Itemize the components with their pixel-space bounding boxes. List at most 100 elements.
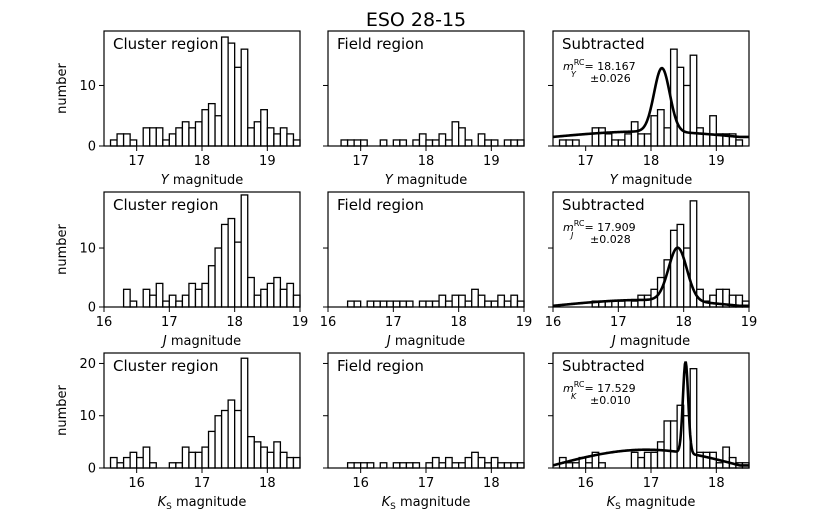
histogram-bar: [709, 115, 717, 147]
histogram-bar: [366, 300, 375, 308]
histogram-bar: [637, 133, 646, 147]
histogram-bar: [438, 462, 447, 469]
panel-r1-c0: 16 17 18 19 0 10 J magnitude number Cluster regi…: [55, 191, 309, 349]
x-tick-label: 18: [708, 476, 725, 491]
histogram-bar: [273, 133, 282, 147]
histogram-bar: [247, 435, 255, 469]
histogram-bar: [598, 127, 606, 147]
x-tick-label: 19: [292, 315, 309, 330]
histogram-bar: [129, 451, 138, 469]
y-tick-label: 20: [79, 357, 96, 372]
histogram-bar: [234, 241, 242, 308]
histogram-bar: [353, 300, 362, 308]
histogram-bar: [379, 139, 388, 147]
histogram-bar: [260, 446, 268, 469]
histogram-bar: [234, 66, 242, 147]
histogram-bar: [129, 300, 138, 308]
rc-band-sub: J: [569, 231, 574, 240]
histogram-bar: [227, 217, 236, 308]
histogram-bar: [451, 121, 460, 147]
x-axis-label: J magnitude: [609, 334, 690, 349]
x-tick-label: 17: [610, 315, 627, 330]
histogram-bar: [630, 451, 639, 469]
histogram-bar: [425, 462, 434, 469]
histogram-bar: [412, 462, 421, 469]
rc-error: ±0.010: [590, 394, 631, 407]
histogram-bar: [510, 294, 519, 308]
x-tick-label: 18: [675, 315, 692, 330]
histogram-bar: [451, 294, 460, 308]
figure-title: ESO 28-15: [366, 9, 466, 31]
histogram-bar: [451, 462, 460, 469]
x-tick-label: 18: [643, 154, 660, 169]
histogram-bar: [412, 139, 421, 147]
histogram-bar: [194, 121, 203, 147]
panel-label: Subtracted: [562, 196, 645, 214]
histogram-bar: [425, 300, 434, 308]
histogram-bar: [503, 462, 512, 469]
x-tick-label: 18: [450, 315, 467, 330]
histogram-bar: [346, 300, 355, 308]
histogram-bar: [643, 133, 652, 147]
x-tick-label: 19: [259, 154, 276, 169]
histogram-bar: [188, 282, 197, 308]
histogram-bar: [735, 139, 744, 147]
panel-label: Subtracted: [562, 357, 645, 375]
fit-curve: [552, 246, 749, 308]
histogram-bar: [490, 300, 499, 308]
histogram-bar: [650, 115, 659, 147]
x-tick-label: 17: [577, 154, 594, 169]
histogram-bar: [162, 300, 170, 308]
histogram-bar: [266, 127, 275, 147]
x-tick-label: 16: [352, 476, 369, 491]
histogram-bar: [571, 139, 580, 147]
histogram-bar: [247, 127, 255, 147]
histogram-bar: [201, 446, 210, 469]
histogram-bar: [425, 139, 434, 147]
histogram-bar: [669, 420, 678, 469]
histogram-bar: [286, 456, 295, 469]
histogram-bar: [484, 139, 492, 147]
histogram-bar: [630, 300, 639, 308]
histogram-bar: [175, 462, 184, 469]
histogram-bar: [194, 451, 203, 469]
histogram-bar: [240, 357, 249, 469]
y-axis-label: number: [55, 384, 70, 435]
histogram-bar: [286, 133, 295, 147]
histogram-bar: [286, 282, 295, 308]
histogram-bar: [220, 409, 229, 469]
histogram-bar: [604, 133, 613, 147]
histogram-bar: [571, 462, 580, 469]
histogram-bar: [253, 294, 262, 308]
histogram-bar: [292, 456, 301, 469]
histogram-bar: [663, 420, 672, 469]
histogram-bar: [503, 300, 512, 308]
histogram-bar: [464, 139, 473, 147]
histogram-bar: [438, 133, 447, 147]
histogram-bar: [142, 446, 151, 469]
histogram-bar: [458, 462, 466, 469]
histogram-bar: [585, 462, 593, 469]
histogram-bar: [346, 139, 355, 147]
x-tick-label: 18: [483, 476, 500, 491]
x-axis-label: Y magnitude: [610, 173, 692, 188]
x-tick-label: 17: [385, 315, 402, 330]
histogram-bar: [709, 294, 717, 308]
histogram-bar: [464, 300, 473, 308]
histogram-bar: [611, 139, 619, 147]
x-tick-label: 17: [161, 315, 178, 330]
histogram-bar: [399, 300, 408, 308]
y-tick-label: 0: [88, 140, 96, 155]
panel-r0-c1: 17 18 19 Y magnitude Field region: [323, 30, 525, 188]
histogram-bar: [214, 115, 223, 147]
panel-r0-c0: 17 18 19 0 10 Y magnitude number Cluster region: [55, 30, 301, 188]
x-tick-label: 17: [643, 476, 660, 491]
histogram-bar: [149, 462, 157, 469]
histogram-bar: [116, 462, 125, 469]
histogram-bar: [373, 300, 381, 308]
histogram-bar: [431, 300, 440, 308]
histogram-bar: [477, 456, 486, 469]
x-tick-label: 16: [96, 315, 113, 330]
histogram-bar: [253, 441, 262, 469]
